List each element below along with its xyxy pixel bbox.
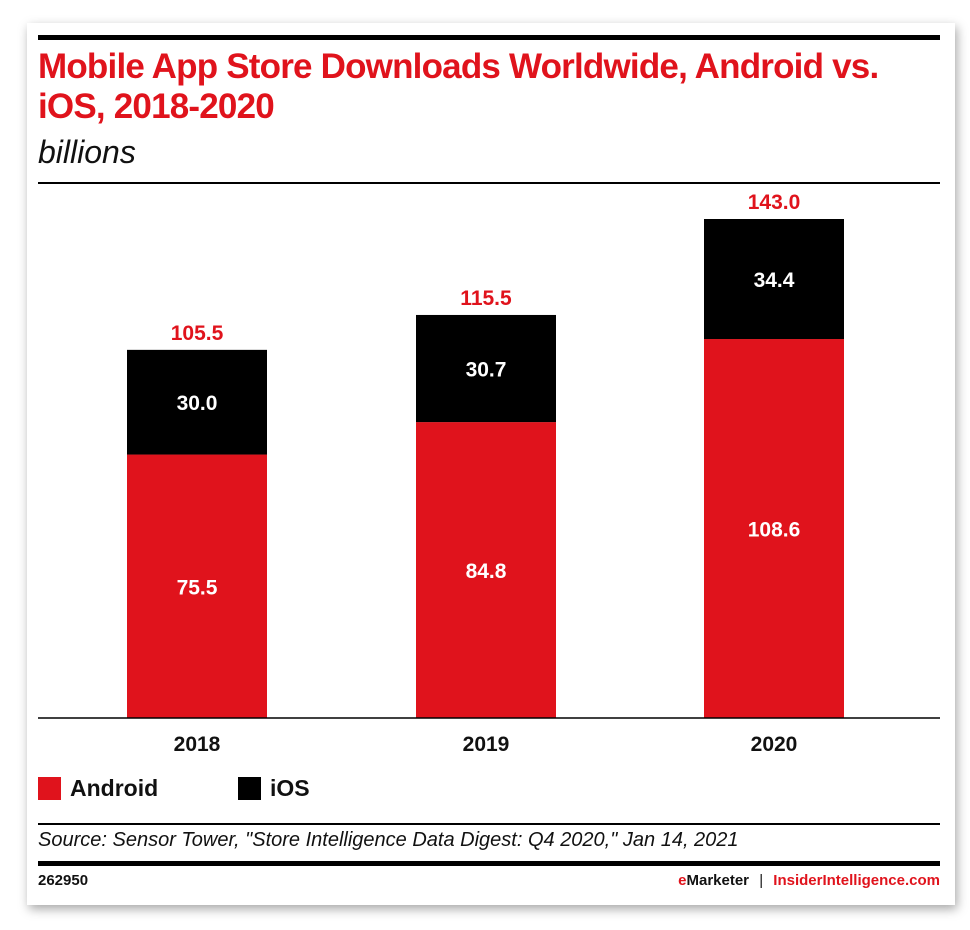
legend-swatch-android [38,777,61,800]
legend-android: Android [38,775,158,802]
bar-ios-2018 [127,349,267,455]
legend-ios: iOS [238,775,310,802]
bar-ios-2019 [416,314,556,423]
footer-brand: eMarketer | InsiderIntelligence.com [678,872,940,889]
legend-label-ios: iOS [270,775,310,801]
x-tick-label-2018: 2018 [174,733,221,756]
data-label-android-2018: 75.5 [177,576,218,599]
data-label-ios-2019: 30.7 [466,359,507,382]
chart-subtitle: billions [38,134,136,170]
legend-label-android: Android [70,775,159,801]
top-rule [38,35,940,40]
total-label-2019: 115.5 [460,287,512,310]
brand-name: Marketer [686,872,750,889]
source-rule [38,823,940,825]
chart-card: Mobile App Store Downloads Worldwide, An… [27,23,955,905]
bar-android-2020 [704,339,844,718]
bar-chart: 75.5 30.0 105.5 2018 84.8 30.7 115.5 2019 108.6 3… [38,191,940,756]
x-tick-label-2020: 2020 [751,733,798,756]
brand-e: e [678,872,687,889]
chart-id: 262950 [38,872,89,889]
bar-android-2019 [416,422,556,718]
bar-ios-2020 [704,219,844,340]
total-label-2018: 105.5 [171,322,224,345]
site-link[interactable]: InsiderIntelligence.com [773,872,940,889]
footer-rule [38,861,940,866]
chart-title: Mobile App Store Downloads Worldwide, An… [38,47,879,126]
data-label-android-2020: 108.6 [748,519,801,542]
legend-swatch-ios [238,777,261,800]
data-label-ios-2018: 30.0 [177,392,218,415]
total-label-2020: 143.0 [748,191,801,214]
source-note: Source: Sensor Tower, "Store Intelligenc… [38,829,739,851]
data-label-ios-2020: 34.4 [754,269,795,292]
header-rule [38,182,940,184]
bar-android-2018 [127,454,267,718]
brand-separator: | [759,872,764,889]
data-label-android-2019: 84.8 [466,560,507,583]
x-tick-label-2019: 2019 [463,733,510,756]
